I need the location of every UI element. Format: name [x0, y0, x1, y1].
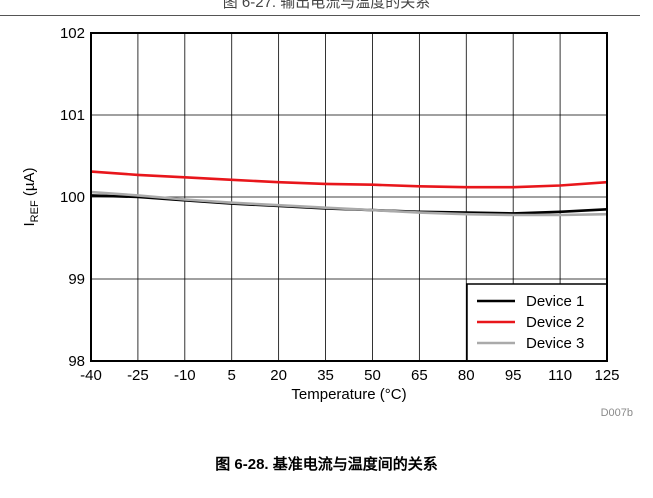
top-cut-caption: 图 6-27. 输出电流与温度的关系: [0, 0, 653, 15]
x-tick-label: 50: [364, 367, 381, 384]
top-divider: [0, 15, 640, 16]
series-line-device-2: [90, 170, 608, 189]
chart-legend: Device 1 Device 2 Device 3: [466, 283, 608, 362]
x-tick-label: 5: [228, 367, 236, 384]
x-tick-label: 110: [548, 367, 572, 384]
y-tick-label: 100: [60, 189, 85, 206]
y-tick-label: 102: [60, 25, 85, 42]
x-tick-label: 95: [505, 367, 522, 384]
figure-caption: 图 6-28. 基准电流与温度间的关系: [215, 456, 438, 473]
y-tick-label: 101: [60, 107, 85, 124]
top-cut-caption-text: 图 6-27. 输出电流与温度的关系: [222, 0, 431, 11]
y-tick-label: 98: [68, 353, 85, 370]
y-axis-label-main: I: [21, 222, 38, 226]
y-axis-label-sub: REF: [29, 200, 41, 222]
x-axis-label: Temperature (°C): [291, 386, 406, 403]
x-tick-label: 125: [594, 367, 619, 384]
plot-frame: [90, 32, 608, 362]
chart: Device 1 Device 2 Device 3 98 99 100 101 102 -…: [21, 25, 633, 419]
series-line-device-3: [90, 190, 608, 217]
y-tick-label: 99: [68, 271, 85, 288]
x-tick-label: 65: [411, 367, 428, 384]
x-tick-label: -10: [174, 367, 196, 384]
x-tick-label: 35: [317, 367, 334, 384]
chart-series: [90, 170, 608, 217]
x-tick-labels: -40 -25 -10 5 20 35 50 65 80 95 110 125: [80, 367, 619, 384]
y-tick-labels: 98 99 100 101 102: [60, 25, 85, 370]
legend-label: Device 1: [526, 293, 584, 310]
x-tick-label: -40: [80, 367, 102, 384]
x-tick-label: 20: [270, 367, 287, 384]
x-tick-label: -25: [127, 367, 149, 384]
figure-id: D007b: [601, 407, 633, 419]
x-tick-label: 80: [458, 367, 475, 384]
y-axis-label-unit: (µA): [21, 168, 38, 201]
y-axis-label: IREF (µA): [21, 168, 41, 227]
legend-label: Device 2: [526, 314, 584, 331]
legend-label: Device 3: [526, 335, 584, 352]
